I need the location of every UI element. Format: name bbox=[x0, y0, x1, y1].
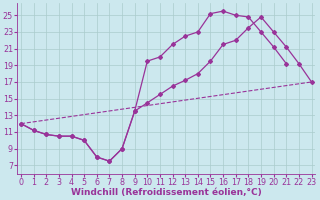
X-axis label: Windchill (Refroidissement éolien,°C): Windchill (Refroidissement éolien,°C) bbox=[71, 188, 262, 197]
